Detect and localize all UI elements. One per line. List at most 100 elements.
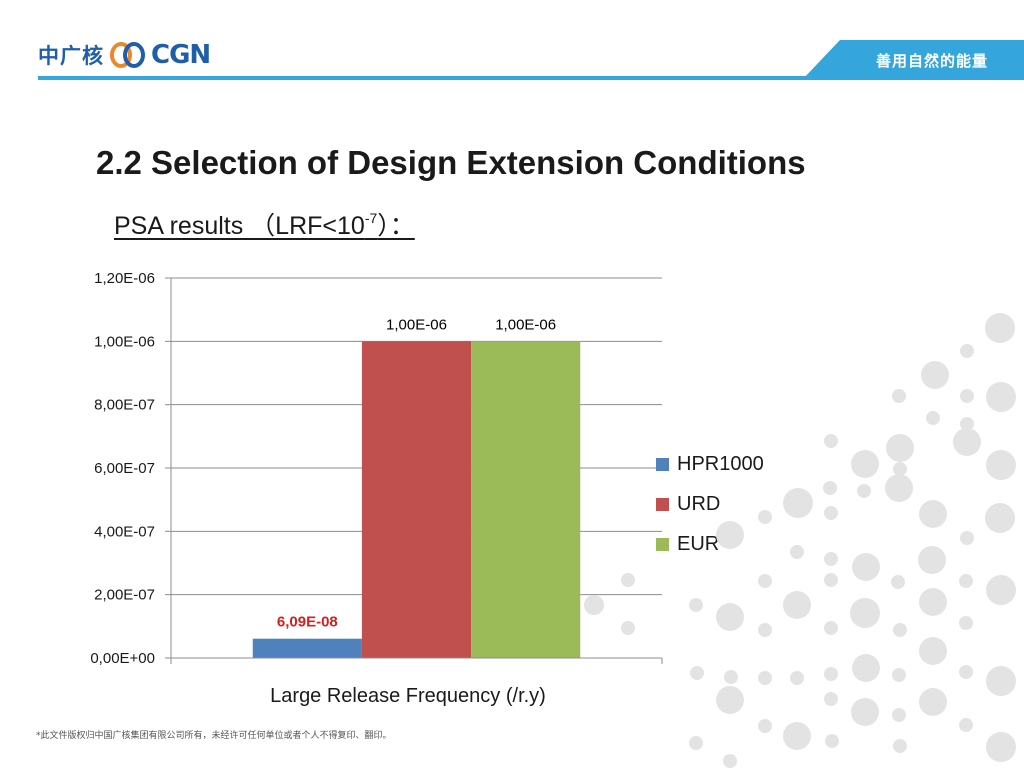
decorative-dot <box>891 575 905 589</box>
decorative-dot <box>986 450 1016 480</box>
lrf-bar-chart: 0,00E+00 2,00E-07 4,00E-07 6,00E-07 8,00E-07… <box>90 270 663 707</box>
decorative-dot <box>892 389 906 403</box>
y-tick-label: 8,00E-07 <box>94 397 155 414</box>
decorative-dot <box>985 503 1015 533</box>
bar-urd <box>361 341 472 658</box>
legend-item-hpr1000: HPR1000 <box>656 444 764 484</box>
decorative-dot <box>783 488 813 518</box>
decorative-dot <box>790 671 804 685</box>
decorative-dot <box>689 736 703 750</box>
decorative-dot <box>851 450 879 478</box>
legend-label: EUR <box>677 532 720 555</box>
decorative-dot <box>893 739 907 753</box>
decorative-dot <box>690 666 704 680</box>
decorative-dot <box>892 668 906 682</box>
legend-swatch <box>656 537 669 551</box>
chart-legend: HPR1000 URD EUR <box>656 444 764 564</box>
decorative-dot <box>850 598 880 628</box>
decorative-dot <box>716 521 744 549</box>
decorative-dot <box>824 506 838 520</box>
decorative-dot <box>758 671 772 685</box>
decorative-dot <box>823 481 837 495</box>
header-divider <box>38 76 1024 80</box>
decorative-dot <box>960 417 974 431</box>
legend-item-eur: EUR <box>656 524 764 564</box>
decorative-dot <box>960 531 974 545</box>
y-tick-label: 6,00E-07 <box>94 460 155 477</box>
y-tick-label: 1,20E-06 <box>94 270 155 287</box>
decorative-dot <box>852 654 880 682</box>
decorative-dot <box>824 621 838 635</box>
subtitle-suffix: ）： <box>377 212 415 240</box>
decorative-dot <box>851 698 879 726</box>
decorative-dot <box>724 670 738 684</box>
decorative-dot <box>824 573 838 587</box>
decorative-dot <box>824 667 838 681</box>
psa-subtitle: PSA results （LRF<10-7）： <box>114 206 415 242</box>
decorative-dot <box>986 666 1016 696</box>
decorative-dot <box>758 623 772 637</box>
decorative-dot <box>723 754 737 768</box>
y-tick-label: 2,00E-07 <box>94 587 155 604</box>
x-axis-label: Large Release Frequency (/r.y) <box>270 685 546 707</box>
decorative-dot <box>783 591 811 619</box>
logo-cgn-text: CGN <box>151 40 211 70</box>
data-label-urd: 1,00E-06 <box>386 316 447 333</box>
decorative-dot <box>986 575 1016 605</box>
decorative-dot <box>919 688 947 716</box>
decorative-dot <box>886 434 914 462</box>
subtitle-prefix: PSA results （LRF<10 <box>114 212 365 240</box>
decorative-dot <box>783 722 811 750</box>
decorative-dot <box>885 474 913 502</box>
decorative-dot <box>959 718 973 732</box>
y-tick-label: 4,00E-07 <box>94 523 155 540</box>
legend-label: HPR1000 <box>677 452 764 475</box>
decorative-dots <box>584 313 1016 768</box>
decorative-dot <box>926 411 940 425</box>
decorative-dot <box>893 623 907 637</box>
page-title: 2.2 Selection of Design Extension Condit… <box>96 144 806 181</box>
y-tick-label: 1,00E-06 <box>94 333 155 350</box>
decorative-dot <box>893 462 907 476</box>
tagline-text: 善用自然的能量 <box>875 52 988 70</box>
legend-label: URD <box>677 492 721 515</box>
decorative-dot <box>824 434 838 448</box>
legend-swatch <box>656 497 669 511</box>
decorative-dot <box>892 708 906 722</box>
y-tick-label: 0,00E+00 <box>90 650 155 667</box>
decorative-dot <box>960 389 974 403</box>
decorative-dot <box>584 595 604 615</box>
legend-swatch <box>656 457 669 471</box>
decorative-dot <box>918 546 946 574</box>
decorative-dot <box>959 665 973 679</box>
decorative-dot <box>716 686 744 714</box>
decorative-dot <box>689 598 703 612</box>
decorative-dot <box>919 500 947 528</box>
decorative-dot <box>986 732 1016 762</box>
copyright-notice: *此文件版权归中国广核集团有限公司所有，未经许可任何单位或者个人不得复印、翻印。 <box>36 731 392 741</box>
decorative-dot <box>985 313 1015 343</box>
decorative-dot <box>959 616 973 630</box>
decorative-dot <box>758 510 772 524</box>
decorative-dot <box>960 344 974 358</box>
decorative-dot <box>716 603 744 631</box>
cgn-logo: 中广核 CGN <box>38 40 211 70</box>
logo-swirl-icon <box>110 42 145 68</box>
logo-chinese-text: 中广核 <box>38 44 104 68</box>
decorative-dot <box>857 484 871 498</box>
decorative-dot <box>824 692 838 706</box>
decorative-dot <box>758 574 772 588</box>
data-label-hpr1000: 6,09E-08 <box>277 614 338 631</box>
legend-item-urd: URD <box>656 484 764 524</box>
decorative-dot <box>921 361 949 389</box>
bar-hpr1000 <box>252 638 362 658</box>
subtitle-exponent: -7 <box>364 210 378 226</box>
decorative-dot <box>852 553 880 581</box>
bar-eur <box>471 341 581 658</box>
decorative-dot <box>825 734 839 748</box>
decorative-dot <box>953 428 981 456</box>
decorative-dot <box>758 719 772 733</box>
header-tagline-tab <box>802 40 1024 80</box>
decorative-dot <box>621 573 635 587</box>
